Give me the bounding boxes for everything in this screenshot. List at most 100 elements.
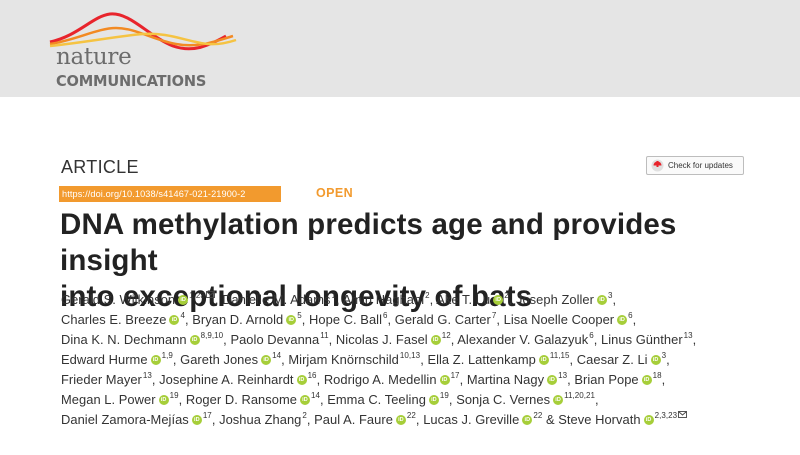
orcid-icon[interactable] [617,315,628,325]
email-envelope-icon[interactable] [678,411,688,418]
affiliation-marker[interactable]: 14 [272,351,282,360]
affiliation-marker[interactable]: 6 [589,331,594,340]
orcid-icon[interactable] [553,395,564,405]
author-name[interactable]: Charles E. Breeze [61,312,167,327]
journal-logo[interactable]: nature COMMUNICATIONS [48,6,238,90]
author-name[interactable]: Ake T. Lu [436,292,491,307]
author-name[interactable]: Sonja C. Vernes [456,392,551,407]
author-name[interactable]: Caesar Z. Li [576,352,648,367]
orcid-icon[interactable] [650,355,661,365]
author-name[interactable]: Mirjam Knörnschild [288,352,399,367]
author-name[interactable]: Frieder Mayer [61,372,142,387]
orcid-icon[interactable] [261,355,272,365]
orcid-icon[interactable] [428,395,439,405]
orcid-icon[interactable] [189,335,200,345]
orcid-icon[interactable] [641,375,652,385]
affiliation-marker[interactable]: 3 [661,351,667,360]
affiliation-marker[interactable]: 22 [533,411,543,420]
check-for-updates-button[interactable]: Check for updates [646,156,744,175]
orcid-icon[interactable] [538,355,549,365]
orcid-icon[interactable] [430,335,441,345]
author-name[interactable]: Dina K. N. Dechmann [61,332,187,347]
author-name[interactable]: Emma C. Teeling [327,392,426,407]
affiliation-marker[interactable]: 6 [383,311,388,320]
affiliation-marker[interactable]: 2 [504,291,509,300]
affiliation-marker[interactable]: 11,15 [549,351,570,360]
affiliation-marker[interactable]: 13 [683,331,693,340]
orcid-icon[interactable] [597,295,607,305]
affiliation-marker[interactable]: 13 [558,371,568,380]
orcid-icon[interactable] [643,415,654,425]
affiliation-marker[interactable]: 3 [608,291,613,300]
affiliation-marker[interactable]: 14 [310,391,320,400]
author-name[interactable]: Rodrigo A. Medellin [323,372,437,387]
affiliation-marker[interactable]: 1,23 [189,291,205,300]
author-name[interactable]: Edward Hurme [61,352,148,367]
author-name[interactable]: Daniel Zamora-Mejías [61,412,189,427]
author-name[interactable]: Paolo Devanna [230,332,320,347]
article-title-line-2: into exceptional longevity of bats [60,280,533,313]
orcid-icon[interactable] [439,375,450,385]
affiliation-marker[interactable]: 2,3,23 [654,411,678,420]
orcid-icon[interactable] [493,295,504,305]
author-name[interactable]: Roger D. Ransome [185,392,297,407]
author-name[interactable]: Bryan D. Arnold [192,312,284,327]
author-name[interactable]: Linus Günther [601,332,683,347]
affiliation-marker[interactable]: 6 [628,311,633,320]
affiliation-marker[interactable]: 19 [439,391,449,400]
author-name[interactable]: Lucas J. Greville [423,412,520,427]
email-envelope-icon[interactable] [205,291,215,298]
orcid-icon[interactable] [158,395,169,405]
affiliation-marker[interactable]: 1,9 [161,351,173,360]
author-separator: , [569,352,577,367]
affiliation-marker[interactable]: 13 [142,371,152,380]
affiliation-marker[interactable]: 22 [406,411,416,420]
author-name[interactable]: Alexander V. Galazyuk [457,332,589,347]
affiliation-marker[interactable]: 8,9,10 [200,331,224,340]
affiliation-marker[interactable]: 10,13 [399,351,421,360]
orcid-icon[interactable] [547,375,558,385]
orcid-icon[interactable] [178,295,189,305]
author-separator: , [661,372,666,387]
orcid-icon[interactable] [286,315,297,325]
author-name[interactable]: Steve Horvath [558,412,641,427]
affiliation-marker[interactable]: 17 [202,411,212,420]
affiliation-marker[interactable]: 2 [425,291,430,300]
affiliation-marker[interactable]: 17 [450,371,460,380]
author-name[interactable]: Gerald S. Wilkinson [61,292,176,307]
orcid-icon[interactable] [169,315,180,325]
affiliation-marker[interactable]: 4 [180,311,185,320]
doi-link[interactable]: https://doi.org/10.1038/s41467-021-21900… [59,186,281,202]
affiliation-marker[interactable]: 18 [652,371,662,380]
author-name[interactable]: Ella Z. Lattenkamp [427,352,536,367]
affiliation-marker[interactable]: 1 [331,291,337,300]
author-name[interactable]: Joshua Zhang [219,412,302,427]
orcid-icon[interactable] [150,355,161,365]
author-name[interactable]: Paul A. Faure [314,412,393,427]
orcid-icon[interactable] [522,415,533,425]
orcid-icon[interactable] [395,415,406,425]
affiliation-marker[interactable]: 5 [297,311,302,320]
affiliation-marker[interactable]: 16 [307,371,317,380]
affiliation-marker[interactable]: 11,20,21 [564,391,596,400]
affiliation-marker[interactable]: 7 [491,311,497,320]
orcid-icon[interactable] [296,375,307,385]
author-name[interactable]: Danielle M. Adams [222,292,331,307]
author-name[interactable]: Nicolas J. Fasel [335,332,428,347]
author-name[interactable]: Joseph Zoller [515,292,594,307]
author-name[interactable]: Megan L. Power [61,392,156,407]
author-name[interactable]: Amin Haghani [342,292,425,307]
affiliation-marker[interactable]: 2 [302,411,307,420]
affiliation-marker[interactable]: 11 [320,331,329,340]
orcid-icon[interactable] [191,415,202,425]
author-name[interactable]: Gareth Jones [180,352,259,367]
orcid-icon[interactable] [299,395,310,405]
affiliation-marker[interactable]: 19 [169,391,179,400]
author-name[interactable]: Martina Nagy [466,372,545,387]
author-name[interactable]: Lisa Noelle Cooper [503,312,615,327]
author-name[interactable]: Brian Pope [574,372,639,387]
author-name[interactable]: Gerald G. Carter [394,312,491,327]
author-name[interactable]: Josephine A. Reinhardt [159,372,294,387]
author-name[interactable]: Hope C. Ball [309,312,382,327]
affiliation-marker[interactable]: 12 [441,331,451,340]
